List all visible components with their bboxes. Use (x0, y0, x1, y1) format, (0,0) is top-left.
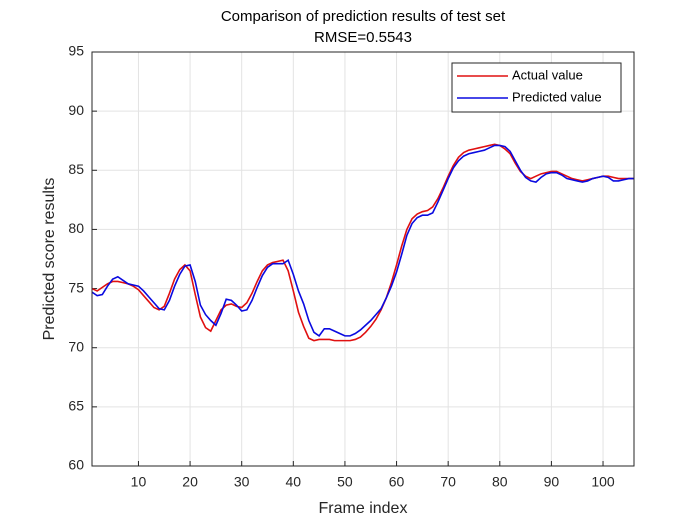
series-line (91, 144, 634, 337)
x-tick-label: 10 (131, 474, 147, 490)
y-tick-label: 70 (68, 338, 84, 354)
y-tick-label: 95 (68, 43, 84, 59)
legend-label: Actual value (512, 67, 583, 82)
y-tick-label: 90 (68, 102, 84, 118)
x-tick-label: 50 (337, 474, 353, 490)
chart-subtitle: RMSE=0.5543 (314, 29, 412, 46)
legend: Actual value Predicted value (451, 62, 622, 113)
x-tick-label: 80 (492, 474, 508, 490)
x-axis-label: Frame index (319, 500, 408, 517)
y-tick-label: 60 (68, 457, 84, 473)
chart-title: Comparison of prediction results of test… (221, 8, 506, 25)
x-tick-label: 70 (440, 474, 456, 490)
y-tick-label: 85 (68, 161, 84, 177)
series-line (91, 143, 634, 342)
x-tick-label: 60 (389, 474, 405, 490)
y-tick-label: 80 (68, 220, 84, 236)
y-tick-label: 65 (68, 398, 84, 414)
y-axis-label: Predicted score results (41, 178, 58, 341)
legend-box (451, 62, 622, 113)
x-tick-label: 90 (544, 474, 560, 490)
x-tick-label: 40 (286, 474, 302, 490)
y-tick-label: 75 (68, 279, 84, 295)
x-tick-label: 100 (591, 474, 615, 490)
x-tick-label: 30 (234, 474, 250, 490)
plot-area (92, 52, 634, 466)
legend-label: Predicted value (512, 89, 602, 104)
x-tick-label: 20 (182, 474, 198, 490)
axes-box (91, 51, 635, 467)
